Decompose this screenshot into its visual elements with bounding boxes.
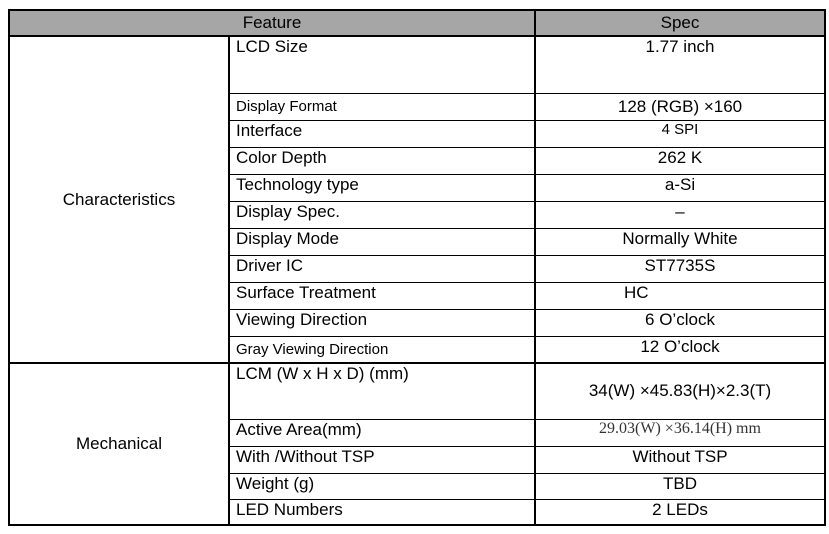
- spec-cell: 2 LEDs: [534, 498, 826, 526]
- feature-cell: Active Area(mm): [228, 418, 536, 447]
- group-characteristics: Characteristics: [8, 35, 230, 364]
- feature-cell: Viewing Direction: [228, 308, 536, 337]
- table-row: Technology type a-Si: [9, 173, 826, 202]
- spec-cell: 1.77 inch: [534, 35, 826, 94]
- spec-cell: Without TSP: [534, 445, 826, 474]
- feature-cell: With /Without TSP: [228, 445, 536, 474]
- feature-cell: Color Depth: [228, 146, 536, 175]
- spec-cell: 4 SPI: [534, 119, 826, 148]
- table-row: Gray Viewing Direction 12 O’clock: [9, 335, 826, 364]
- spec-cell: 34(W) ×45.83(H)×2.3(T): [534, 362, 826, 420]
- feature-cell: Gray Viewing Direction: [228, 335, 536, 364]
- table-row: Mechanical LCM (W x H x D) (mm) 34(W) ×4…: [8, 362, 826, 526]
- table-row: Characteristics LCD Size 1.77 inch: [8, 35, 826, 364]
- header-feature: Feature: [8, 9, 536, 37]
- feature-cell: LCD Size: [228, 35, 536, 94]
- feature-cell: LCM (W x H x D) (mm): [228, 362, 536, 420]
- spec-cell: ST7735S: [534, 254, 826, 283]
- table-row: Driver IC ST7735S: [9, 254, 826, 283]
- table-row: Viewing Direction 6 O’clock: [9, 308, 826, 337]
- spec-cell: Normally White: [534, 227, 826, 256]
- table-row: Interface 4 SPI: [9, 119, 826, 148]
- spec-cell: 6 O’clock: [534, 308, 826, 337]
- table-row: Display Format 128 (RGB) ×160: [9, 92, 826, 121]
- spec-cell: 128 (RGB) ×160: [534, 92, 826, 121]
- feature-cell: Surface Treatment: [228, 281, 536, 310]
- feature-cell: Weight (g): [228, 472, 536, 500]
- table-row: Display Mode Normally White: [9, 227, 826, 256]
- feature-cell: Display Format: [228, 92, 536, 121]
- feature-cell: Driver IC: [228, 254, 536, 283]
- group-mechanical: Mechanical: [8, 362, 230, 526]
- spec-cell: 12 O’clock: [534, 335, 826, 364]
- table-row: Display Spec. –: [9, 200, 826, 229]
- feature-cell: Display Spec.: [228, 200, 536, 229]
- spec-cell: 262 K: [534, 146, 826, 175]
- table-row: LED Numbers 2 LEDs: [9, 498, 826, 526]
- spec-cell: a-Si: [534, 173, 826, 202]
- spec-cell: –: [534, 200, 826, 229]
- table-row: Color Depth 262 K: [9, 146, 826, 175]
- spec-cell: HC: [534, 281, 826, 310]
- feature-cell: LED Numbers: [228, 498, 536, 526]
- spec-cell: 29.03(W) ×36.14(H) mm: [534, 418, 826, 447]
- spec-cell: TBD: [534, 472, 826, 500]
- spec-table: Feature Spec Characteristics LCD Size 1.…: [8, 9, 826, 526]
- header-row: Feature Spec: [8, 9, 826, 37]
- feature-cell: Interface: [228, 119, 536, 148]
- feature-cell: Display Mode: [228, 227, 536, 256]
- feature-cell: Technology type: [228, 173, 536, 202]
- header-spec: Spec: [534, 9, 826, 37]
